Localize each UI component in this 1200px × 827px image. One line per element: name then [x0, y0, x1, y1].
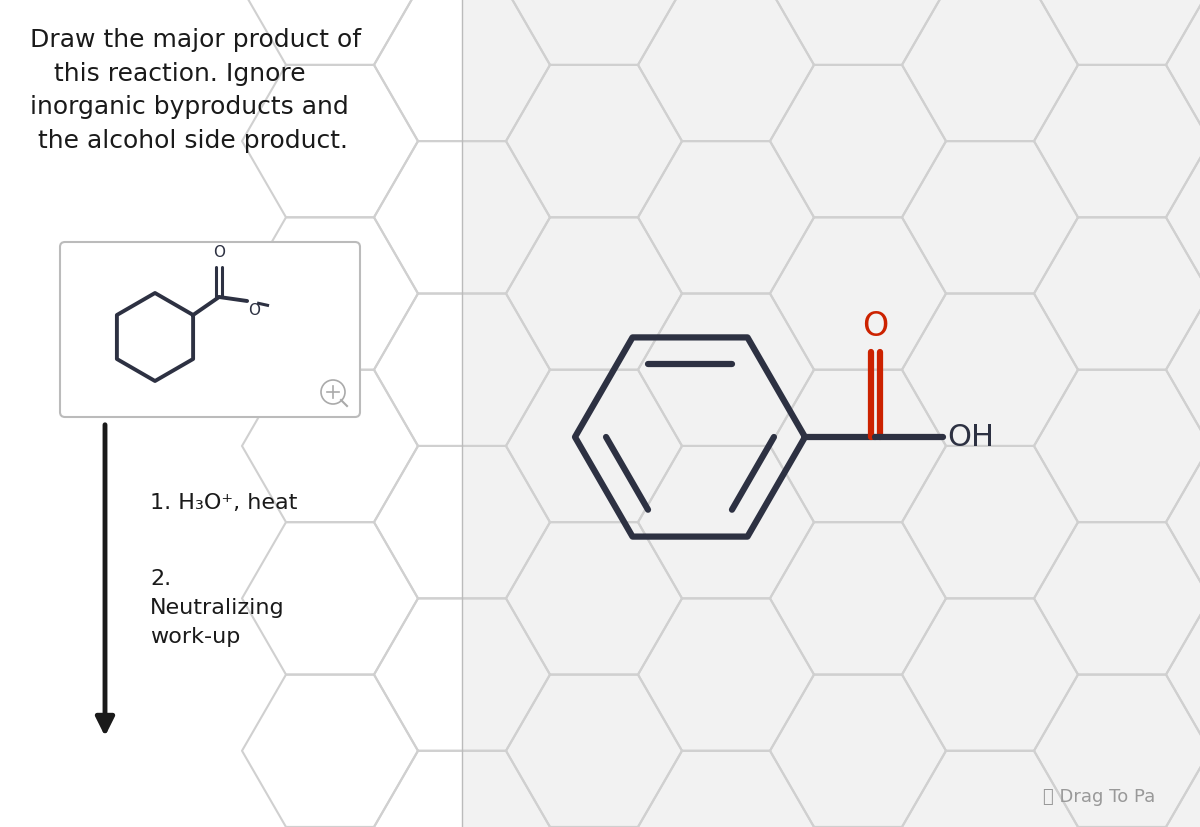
Text: Draw the major product of
   this reaction. Ignore
inorganic byproducts and
 the: Draw the major product of this reaction.…	[30, 28, 361, 152]
Text: 2.
Neutralizing
work-up: 2. Neutralizing work-up	[150, 568, 284, 646]
Text: 1. H₃O⁺, heat: 1. H₃O⁺, heat	[150, 492, 298, 513]
Bar	[462, 0, 1200, 827]
Text: O: O	[214, 245, 226, 260]
Text: O: O	[248, 303, 260, 318]
FancyBboxPatch shape	[60, 242, 360, 418]
Bar	[0, 0, 462, 827]
Text: O: O	[862, 309, 888, 342]
Text: OH: OH	[947, 423, 994, 452]
Text: 🤚 Drag To Pa: 🤚 Drag To Pa	[1043, 787, 1154, 805]
